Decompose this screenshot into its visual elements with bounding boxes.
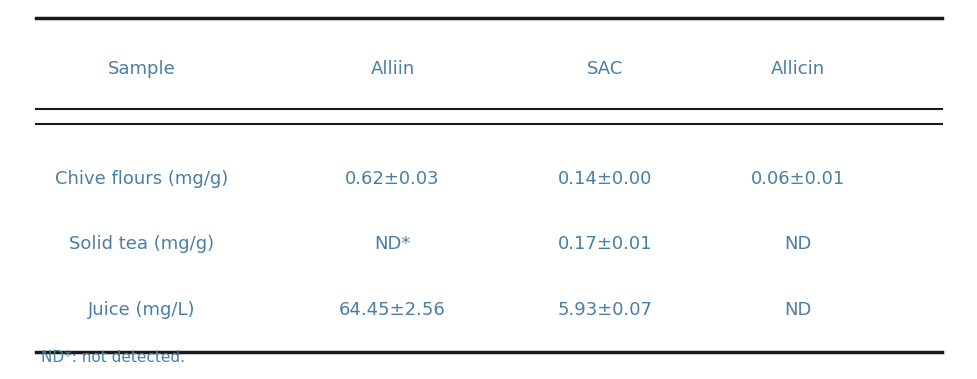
Text: Juice (mg/L): Juice (mg/L) <box>88 301 195 319</box>
Text: 64.45±2.56: 64.45±2.56 <box>339 301 446 319</box>
Text: Alliin: Alliin <box>370 60 414 78</box>
Text: 0.06±0.01: 0.06±0.01 <box>749 169 844 188</box>
Text: ND*: ND* <box>374 235 410 253</box>
Text: 0.62±0.03: 0.62±0.03 <box>345 169 440 188</box>
Text: ND: ND <box>783 301 810 319</box>
Text: 0.14±0.00: 0.14±0.00 <box>557 169 652 188</box>
Text: ND: ND <box>783 235 810 253</box>
Text: ND*: not detected.: ND*: not detected. <box>41 350 185 365</box>
Text: Allicin: Allicin <box>770 60 824 78</box>
Text: Sample: Sample <box>107 60 176 78</box>
Text: 0.17±0.01: 0.17±0.01 <box>557 235 652 253</box>
Text: SAC: SAC <box>586 60 622 78</box>
Text: Chive flours (mg/g): Chive flours (mg/g) <box>56 169 229 188</box>
Text: Solid tea (mg/g): Solid tea (mg/g) <box>69 235 214 253</box>
Text: 5.93±0.07: 5.93±0.07 <box>557 301 652 319</box>
